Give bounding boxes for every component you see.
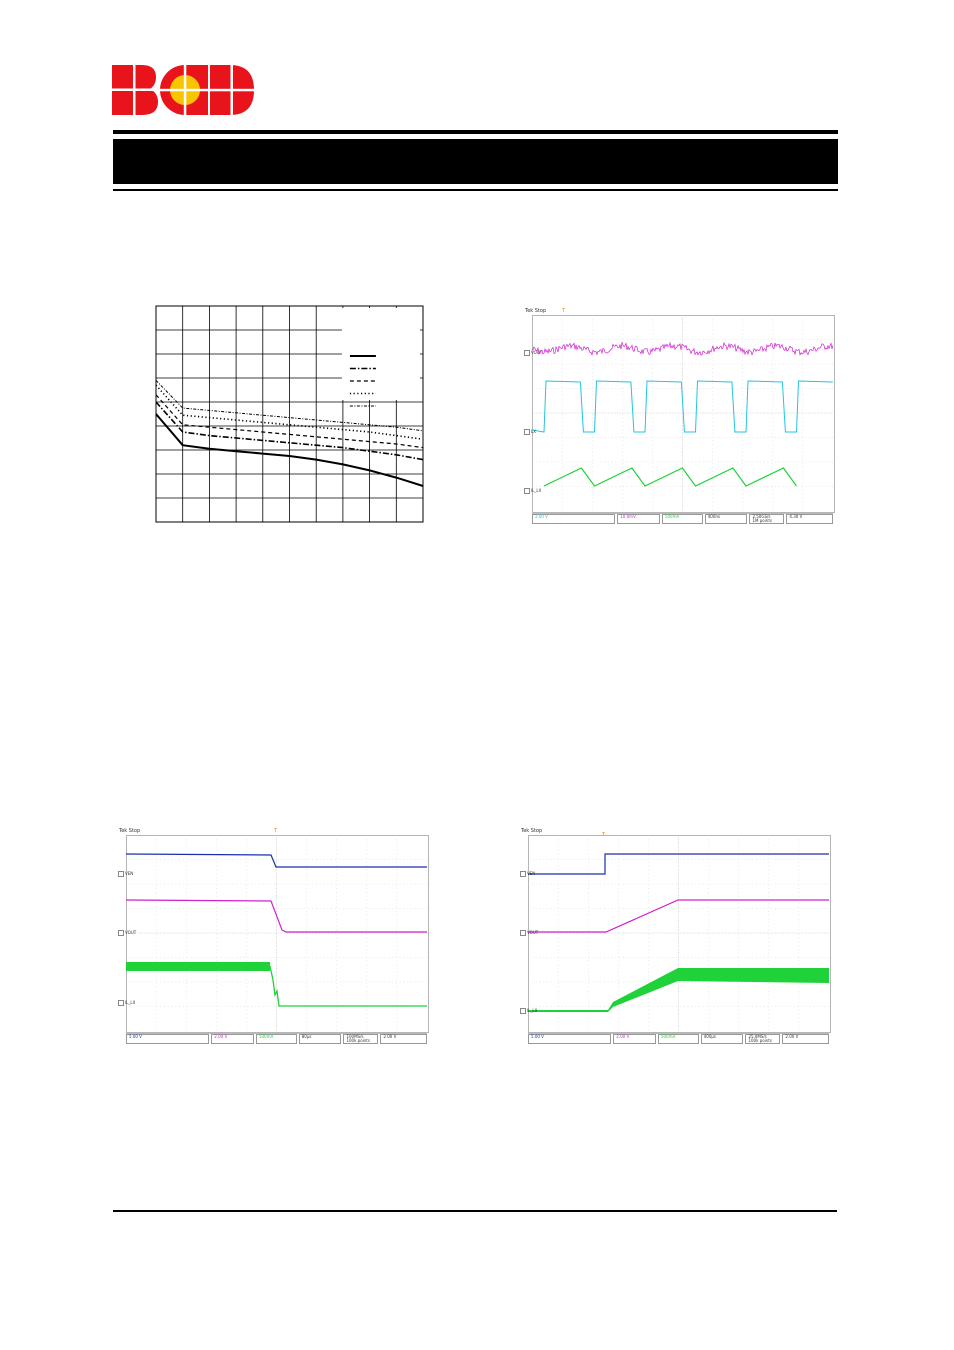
channel-label-il: IL_LX	[118, 1000, 135, 1006]
scope-brand: Tek Stop	[119, 828, 141, 834]
status-ch3-scale: 500mA	[661, 514, 703, 524]
status-trigger-level: 2.00 V	[380, 1034, 427, 1044]
channel-label-il: IL_LX	[524, 488, 541, 494]
trigger-marker: T	[274, 828, 278, 834]
channel-label-vout: VOUT	[118, 930, 136, 936]
trace-il-lx	[543, 467, 797, 487]
legend-box	[341, 308, 420, 400]
status-sample-rate: 100MS/s 100k points	[343, 1034, 379, 1044]
series-line-1	[155, 413, 424, 487]
status-timebase: 400ns	[704, 514, 748, 524]
trace-ven	[125, 853, 427, 868]
status-ch1-scale: 5.00 V	[528, 1034, 612, 1044]
footer-rule	[113, 1210, 837, 1212]
trigger-marker: T	[562, 308, 566, 314]
scope-shutdown-waveform: Tek Stop T VEN VOUT IL_LX 5.00 V 2.00 V …	[118, 828, 430, 1046]
scope-traces	[531, 315, 834, 511]
status-ch1-scale: 5.00 V	[126, 1034, 210, 1044]
status-trigger-level: 4.30 V	[786, 514, 833, 524]
header-bar	[113, 139, 838, 184]
scope-traces	[528, 835, 829, 1031]
channel-label-vout: VOUT	[524, 350, 542, 356]
status-ch3-scale: 500mA	[255, 1034, 297, 1044]
trace-il-lx-band	[126, 962, 270, 971]
channel-label-il: IL_LX	[520, 1008, 537, 1014]
status-timebase: 80μs	[298, 1034, 342, 1044]
status-ch2-scale: 2.00 V	[613, 1034, 656, 1044]
efficiency-chart	[155, 305, 424, 523]
status-ch3-scale: 500mA	[657, 1034, 699, 1044]
scope-switching-waveform: Tek Stop T VOUT LX IL_LX 2.00 V 10.0mV 5…	[524, 308, 836, 526]
status-ch2-scale: 10.0mV	[617, 514, 660, 524]
channel-label-vout: VOUT	[520, 930, 538, 936]
channel-label-lx: LX	[524, 429, 536, 435]
trace-vout	[125, 899, 427, 933]
bcd-logo	[112, 65, 254, 115]
trace-vout	[528, 899, 829, 933]
status-timebase: 400μs	[700, 1034, 744, 1044]
trace-il-lx	[269, 965, 427, 1007]
series-line-2	[155, 401, 424, 461]
header-rule-under	[113, 189, 838, 191]
scope-traces	[125, 835, 427, 1031]
scope-status-bar: 2.00 V 10.0mV 500mA 400ns 2.50GS/s 1M po…	[532, 513, 833, 524]
scope-brand: Tek Stop	[521, 828, 543, 834]
status-sample-rate: 2.50GS/s 1M points	[749, 514, 785, 524]
scope-startup-waveform: Tek Stop T VEN VOUT IL_LX 5.00 V 2.00 V …	[520, 828, 832, 1046]
scope-graticule	[126, 835, 429, 1033]
scope-graticule	[528, 835, 831, 1033]
series-line-5	[155, 380, 424, 432]
status-ch2-scale: 2.00 V	[211, 1034, 254, 1044]
scope-status-bar: 5.00 V 2.00 V 500mA 400μs 25.0MS/s 100k …	[528, 1033, 829, 1044]
header-rule-top	[113, 130, 838, 134]
status-sample-rate: 25.0MS/s 100k points	[745, 1034, 781, 1044]
trace-ven	[528, 853, 829, 875]
scope-brand: Tek Stop	[525, 308, 547, 314]
series-line-3	[155, 394, 424, 449]
channel-label-ven: VEN	[118, 871, 133, 877]
trace-lx	[531, 380, 833, 433]
status-trigger-level: 2.00 V	[782, 1034, 829, 1044]
trace-vout	[531, 341, 834, 356]
scope-status-bar: 5.00 V 2.00 V 500mA 80μs 100MS/s 100k po…	[126, 1033, 427, 1044]
status-ch1-scale: 2.00 V	[532, 514, 616, 524]
channel-label-ven: VEN	[520, 871, 535, 877]
trace-il-lx-band	[528, 968, 829, 1012]
